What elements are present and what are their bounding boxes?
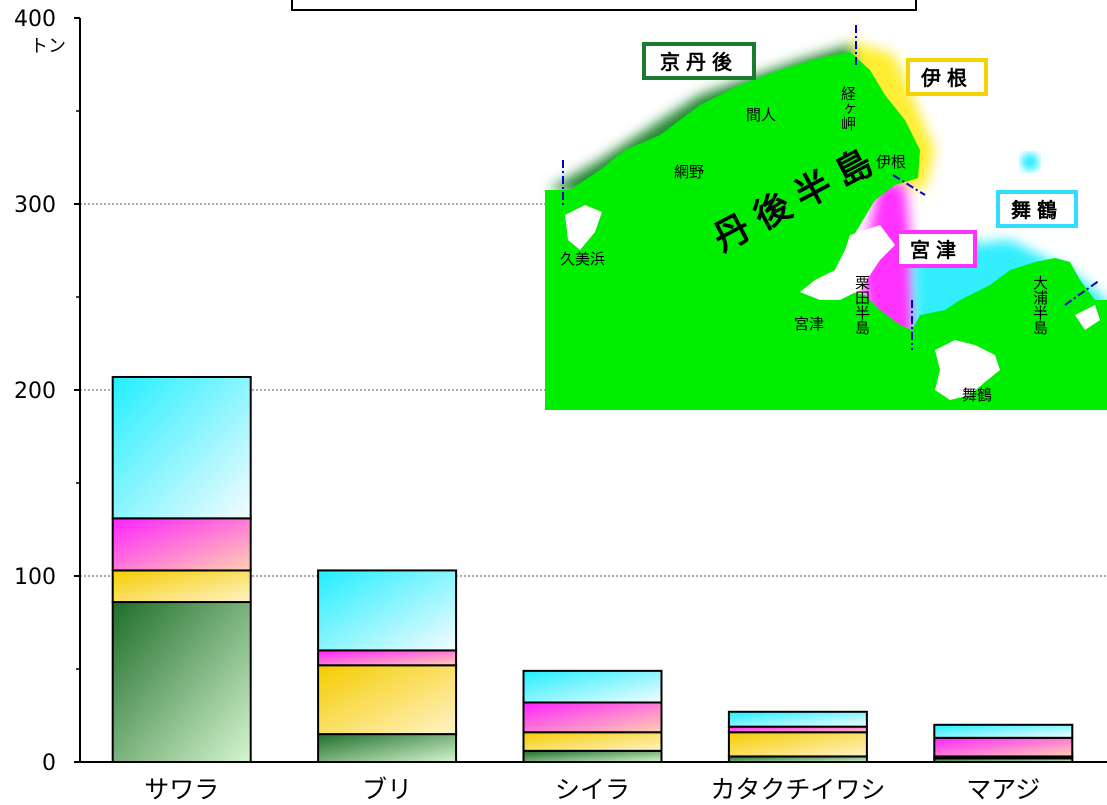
place-amino: 網野 [674, 163, 704, 181]
maizuru-bay [935, 340, 1000, 400]
unit-label: トン [30, 36, 66, 57]
bar-segment [727, 710, 868, 728]
bars [111, 375, 1074, 764]
y-ticks: 0 100 200 300 400 [14, 7, 80, 776]
region-ine: 伊根 [906, 58, 988, 96]
bar-segment [317, 664, 458, 736]
place-kyogamisaki: 経ヶ岬 [839, 86, 857, 131]
place-oura-peninsula: 大浦半島 [1031, 275, 1049, 335]
kumihama-bay [565, 205, 602, 250]
bar-segment [111, 517, 252, 572]
region-miyazu: 宮津 [895, 230, 977, 268]
svg-text:舞鶴: 舞鶴 [1011, 198, 1063, 222]
bar-segment [111, 569, 252, 604]
bar-segment [317, 569, 458, 652]
bar-segment [522, 731, 663, 752]
boundary-line [1064, 279, 1101, 306]
category-label: マアジ [966, 775, 1040, 804]
boundary-line [892, 174, 926, 196]
bar-segment [727, 731, 868, 758]
miyazu-bay [800, 225, 895, 300]
svg-text:宮津: 宮津 [910, 238, 962, 262]
place-ine: 伊根 [876, 153, 906, 171]
bar-segment [522, 749, 663, 764]
bar-segment [933, 723, 1074, 739]
svg-text:伊根: 伊根 [920, 66, 973, 90]
category-label: ブリ [362, 775, 412, 804]
y-tick-label: 0 [42, 751, 56, 776]
region-kyotango: 京丹後 [642, 42, 756, 80]
island-glow [1021, 153, 1039, 171]
bar-segment [522, 669, 663, 704]
category-labels: サワラ ブリ シイラ カタクチイワシ マアジ [144, 775, 1040, 804]
category-label: シイラ [555, 775, 630, 804]
land [545, 52, 1107, 410]
bay-notch [1075, 305, 1100, 330]
y-tick-label: 200 [14, 379, 56, 404]
region-maizuru: 舞鶴 [996, 190, 1078, 228]
place-miyazu: 宮津 [794, 315, 824, 333]
category-label: サワラ [144, 775, 219, 804]
place-maizuru: 舞鶴 [962, 386, 992, 404]
place-kumihama: 久美浜 [560, 250, 605, 268]
y-tick-label: 300 [14, 193, 56, 218]
bar-segment [111, 375, 252, 520]
place-taiza: 間人 [746, 106, 776, 124]
miyazu-glow [860, 180, 915, 340]
y-tick-label: 100 [14, 565, 56, 590]
map-inset: 京丹後 伊根 宮津 舞鶴 丹後半島 間人 経ヶ岬 網野 伊根 久美浜 栗田半島 … [545, 20, 1107, 410]
header-frame [291, 0, 917, 11]
place-kunda-peninsula: 栗田半島 [853, 275, 871, 335]
y-tick-label: 400 [14, 7, 56, 32]
bar-segment [933, 736, 1074, 758]
bar-segment [522, 701, 663, 734]
svg-text:京丹後: 京丹後 [660, 50, 738, 74]
category-label: カタクチイワシ [710, 775, 885, 804]
bar-segment [317, 733, 458, 763]
bar-segment [317, 649, 458, 667]
bar-segment [111, 601, 252, 763]
